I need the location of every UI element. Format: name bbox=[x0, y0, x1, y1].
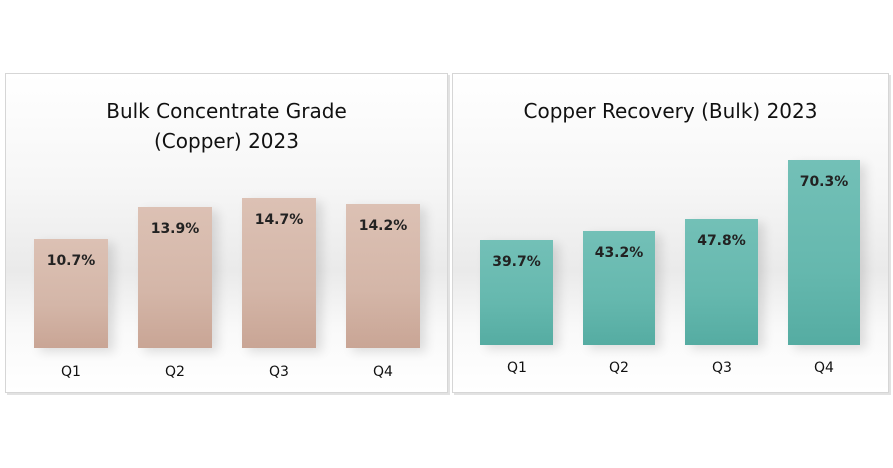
data-label: 43.2% bbox=[594, 245, 644, 261]
chart-title-line2: (Copper) 2023 bbox=[154, 129, 299, 153]
chart-title: Bulk Concentrate Grade (Copper) 2023 bbox=[6, 96, 447, 156]
bar-q2: 13.9% bbox=[138, 207, 212, 348]
x-tick-label: Q3 bbox=[712, 360, 732, 376]
data-label: 14.7% bbox=[254, 212, 304, 228]
x-tick-label: Q4 bbox=[814, 360, 834, 376]
bar-q4: 70.3% bbox=[788, 160, 860, 345]
x-tick-label: Q3 bbox=[269, 364, 289, 380]
bar-q1: 10.7% bbox=[34, 239, 108, 348]
data-label: 70.3% bbox=[799, 174, 849, 190]
chart-title: Copper Recovery (Bulk) 2023 bbox=[453, 96, 888, 126]
data-label: 13.9% bbox=[150, 221, 200, 237]
bar-q3: 14.7% bbox=[242, 198, 316, 348]
x-tick-label: Q4 bbox=[373, 364, 393, 380]
data-label: 47.8% bbox=[697, 233, 746, 249]
x-tick-label: Q2 bbox=[165, 364, 185, 380]
bar-q1: 39.7% bbox=[480, 240, 553, 345]
x-tick-label: Q2 bbox=[609, 360, 629, 376]
bar-q3: 47.8% bbox=[685, 219, 758, 345]
chart-title-line1: Copper Recovery (Bulk) 2023 bbox=[523, 99, 818, 123]
x-tick-label: Q1 bbox=[507, 360, 527, 376]
data-label: 14.2% bbox=[358, 218, 408, 234]
data-label: 39.7% bbox=[492, 254, 541, 270]
chart-title-line1: Bulk Concentrate Grade bbox=[106, 99, 347, 123]
bar-q4: 14.2% bbox=[346, 204, 420, 348]
bar-q2: 43.2% bbox=[583, 231, 655, 345]
x-tick-label: Q1 bbox=[61, 364, 81, 380]
data-label: 10.7% bbox=[46, 253, 96, 269]
